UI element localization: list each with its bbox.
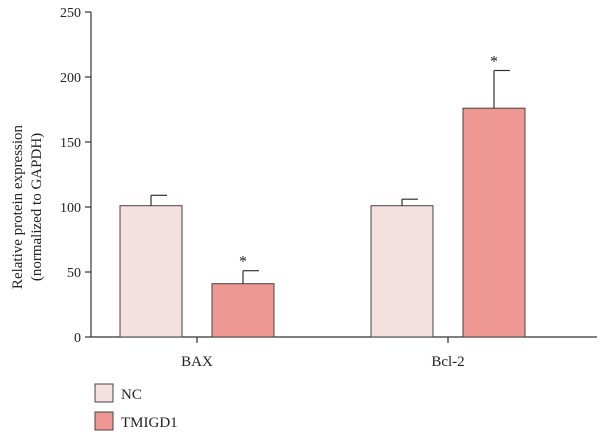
bar-tmigd1-bcl-2 xyxy=(462,107,526,338)
y-tick-label: 250 xyxy=(60,6,81,21)
y-axis-label-line-1: Relative protein expression xyxy=(10,124,26,289)
significance-marker-tmigd1-bax: * xyxy=(239,254,247,271)
bar-nc-bcl-2 xyxy=(370,205,434,338)
legend-swatch-nc xyxy=(94,383,114,403)
y-axis-label: Relative protein expression (normalized … xyxy=(10,124,45,289)
bar-tmigd1-bax xyxy=(211,283,275,338)
y-tick-label: 50 xyxy=(67,266,81,281)
significance-marker-tmigd1-bcl-2: * xyxy=(490,54,498,71)
y-tick-label: 0 xyxy=(74,331,81,346)
x-tick-label-bax: BAX xyxy=(181,354,213,370)
legend-label-nc: NC xyxy=(121,387,142,403)
y-tick-label: 100 xyxy=(60,201,81,216)
x-tick-label-bcl-2: Bcl-2 xyxy=(431,354,464,370)
y-tick-label: 200 xyxy=(60,71,81,86)
legend-label-tmigd1: TMIGD1 xyxy=(121,415,178,431)
y-tick-label: 150 xyxy=(60,136,81,151)
bars: ** xyxy=(119,54,526,338)
legend: NC TMIGD1 xyxy=(94,383,178,431)
y-axis-label-line-2: (normalized to GAPDH) xyxy=(29,133,45,281)
bar-nc-bax xyxy=(119,205,183,338)
legend-swatch-tmigd1 xyxy=(94,411,114,431)
